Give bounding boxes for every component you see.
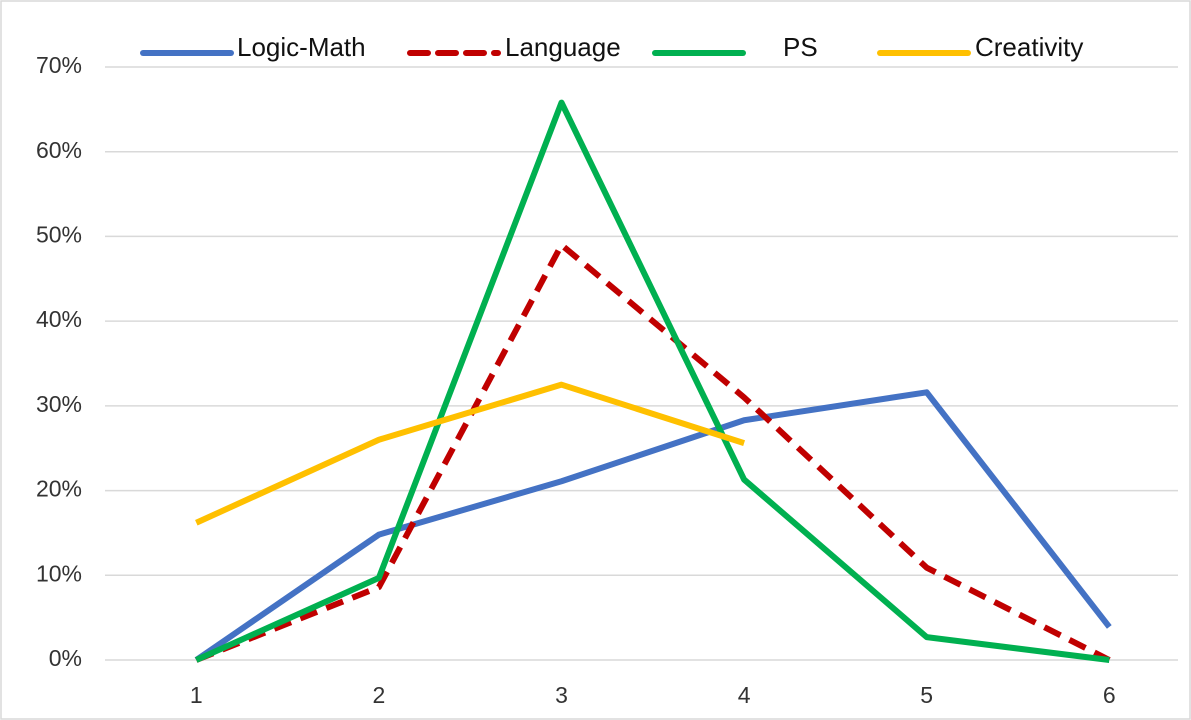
x-tick-label: 4 (738, 682, 751, 708)
y-tick-label: 30% (36, 391, 82, 417)
y-tick-label: 60% (36, 137, 82, 163)
x-tick-label: 6 (1103, 682, 1116, 708)
data-line (194, 389, 1112, 663)
x-tick-label: 2 (373, 682, 386, 708)
legend-label: PS (783, 32, 818, 62)
x-tick-label: 3 (555, 682, 568, 708)
data-line (195, 99, 1110, 663)
y-tick-label: 20% (36, 476, 82, 502)
y-tick-label: 40% (36, 306, 82, 332)
y-tick-label: 70% (36, 52, 82, 78)
y-tick-label: 0% (49, 645, 82, 671)
legend-label: Creativity (975, 32, 1083, 62)
y-tick-label: 10% (36, 560, 82, 586)
legend-label: Language (505, 32, 621, 62)
x-tick-label: 5 (920, 682, 933, 708)
data-line (195, 241, 1111, 663)
data-line (195, 381, 746, 526)
y-tick-label: 50% (36, 222, 82, 248)
x-tick-label: 1 (190, 682, 203, 708)
legend-label: Logic-Math (237, 32, 366, 62)
